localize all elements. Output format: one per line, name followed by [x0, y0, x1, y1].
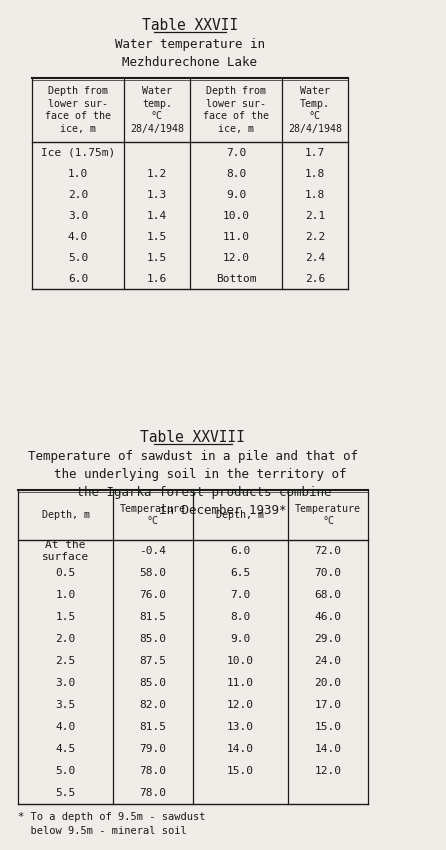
Text: Depth from
lower sur-
face of the
ice, m: Depth from lower sur- face of the ice, m — [45, 87, 111, 133]
Text: Table XXVIII: Table XXVIII — [140, 430, 245, 445]
Text: 8.0: 8.0 — [231, 612, 251, 622]
Text: 24.0: 24.0 — [314, 656, 342, 666]
Text: At the
surface: At the surface — [42, 540, 89, 562]
Text: Water temperature in
Mezhdurechone Lake: Water temperature in Mezhdurechone Lake — [115, 38, 265, 69]
Text: Temperature
°C: Temperature °C — [295, 504, 361, 526]
Text: Water
temp.
°C
28/4/1948: Water temp. °C 28/4/1948 — [130, 87, 184, 133]
Text: 17.0: 17.0 — [314, 700, 342, 710]
Text: 2.5: 2.5 — [55, 656, 76, 666]
Text: 1.3: 1.3 — [147, 190, 167, 200]
Text: 15.0: 15.0 — [227, 766, 254, 776]
Text: 12.0: 12.0 — [227, 700, 254, 710]
Text: 4.0: 4.0 — [55, 722, 76, 732]
Text: 14.0: 14.0 — [227, 744, 254, 754]
Text: Temperature
°C: Temperature °C — [120, 504, 186, 526]
Text: -0.4: -0.4 — [140, 546, 166, 556]
Text: 5.0: 5.0 — [55, 766, 76, 776]
Text: 9.0: 9.0 — [231, 634, 251, 644]
Text: 5.5: 5.5 — [55, 788, 76, 798]
Text: 0.5: 0.5 — [55, 568, 76, 578]
Text: 3.0: 3.0 — [55, 678, 76, 688]
Text: 2.0: 2.0 — [55, 634, 76, 644]
Text: 2.2: 2.2 — [305, 231, 325, 241]
Text: 1.8: 1.8 — [305, 168, 325, 178]
Text: 6.0: 6.0 — [68, 274, 88, 284]
Text: 10.0: 10.0 — [223, 211, 249, 220]
Text: 1.5: 1.5 — [55, 612, 76, 622]
Text: * To a depth of 9.5m - sawdust
  below 9.5m - mineral soil: * To a depth of 9.5m - sawdust below 9.5… — [18, 812, 206, 836]
Text: 13.0: 13.0 — [227, 722, 254, 732]
Text: 1.4: 1.4 — [147, 211, 167, 220]
Text: 1.5: 1.5 — [147, 252, 167, 263]
Text: 6.0: 6.0 — [231, 546, 251, 556]
Text: 6.5: 6.5 — [231, 568, 251, 578]
Text: 1.6: 1.6 — [147, 274, 167, 284]
Text: 15.0: 15.0 — [314, 722, 342, 732]
Text: 87.5: 87.5 — [140, 656, 166, 666]
Text: Water
Temp.
°C
28/4/1948: Water Temp. °C 28/4/1948 — [288, 87, 342, 133]
Text: 11.0: 11.0 — [223, 231, 249, 241]
Text: Depth, m: Depth, m — [41, 510, 90, 520]
Text: 5.0: 5.0 — [68, 252, 88, 263]
Text: 85.0: 85.0 — [140, 678, 166, 688]
Text: 1.5: 1.5 — [147, 231, 167, 241]
Text: 4.5: 4.5 — [55, 744, 76, 754]
Text: 46.0: 46.0 — [314, 612, 342, 622]
Text: 7.0: 7.0 — [231, 590, 251, 600]
Text: 2.0: 2.0 — [68, 190, 88, 200]
Text: 76.0: 76.0 — [140, 590, 166, 600]
Text: 1.0: 1.0 — [68, 168, 88, 178]
Text: 8.0: 8.0 — [226, 168, 246, 178]
Text: 82.0: 82.0 — [140, 700, 166, 710]
Text: 4.0: 4.0 — [68, 231, 88, 241]
Text: 81.5: 81.5 — [140, 612, 166, 622]
Text: 2.1: 2.1 — [305, 211, 325, 220]
Text: 1.8: 1.8 — [305, 190, 325, 200]
Text: Ice (1.75m): Ice (1.75m) — [41, 148, 115, 157]
Text: 11.0: 11.0 — [227, 678, 254, 688]
Text: Depth, m: Depth, m — [216, 510, 264, 520]
Text: 81.5: 81.5 — [140, 722, 166, 732]
Text: 78.0: 78.0 — [140, 788, 166, 798]
Text: 10.0: 10.0 — [227, 656, 254, 666]
Text: 78.0: 78.0 — [140, 766, 166, 776]
Text: 1.2: 1.2 — [147, 168, 167, 178]
Text: 7.0: 7.0 — [226, 148, 246, 157]
Text: 2.6: 2.6 — [305, 274, 325, 284]
Text: 3.5: 3.5 — [55, 700, 76, 710]
Text: 2.4: 2.4 — [305, 252, 325, 263]
Text: Depth from
lower sur-
face of the
ice, m: Depth from lower sur- face of the ice, m — [203, 87, 269, 133]
Text: Temperature of sawdust in a pile and that of
  the underlying soil in the territ: Temperature of sawdust in a pile and tha… — [28, 450, 358, 517]
Text: 9.0: 9.0 — [226, 190, 246, 200]
Text: 3.0: 3.0 — [68, 211, 88, 220]
Text: 1.0: 1.0 — [55, 590, 76, 600]
Text: 20.0: 20.0 — [314, 678, 342, 688]
Text: 12.0: 12.0 — [223, 252, 249, 263]
Text: 70.0: 70.0 — [314, 568, 342, 578]
Text: Table XXVII: Table XXVII — [142, 18, 238, 33]
Text: 72.0: 72.0 — [314, 546, 342, 556]
Text: 12.0: 12.0 — [314, 766, 342, 776]
Text: 58.0: 58.0 — [140, 568, 166, 578]
Text: 79.0: 79.0 — [140, 744, 166, 754]
Text: Bottom: Bottom — [216, 274, 256, 284]
Text: 29.0: 29.0 — [314, 634, 342, 644]
Text: 85.0: 85.0 — [140, 634, 166, 644]
Text: 68.0: 68.0 — [314, 590, 342, 600]
Text: 14.0: 14.0 — [314, 744, 342, 754]
Text: 1.7: 1.7 — [305, 148, 325, 157]
